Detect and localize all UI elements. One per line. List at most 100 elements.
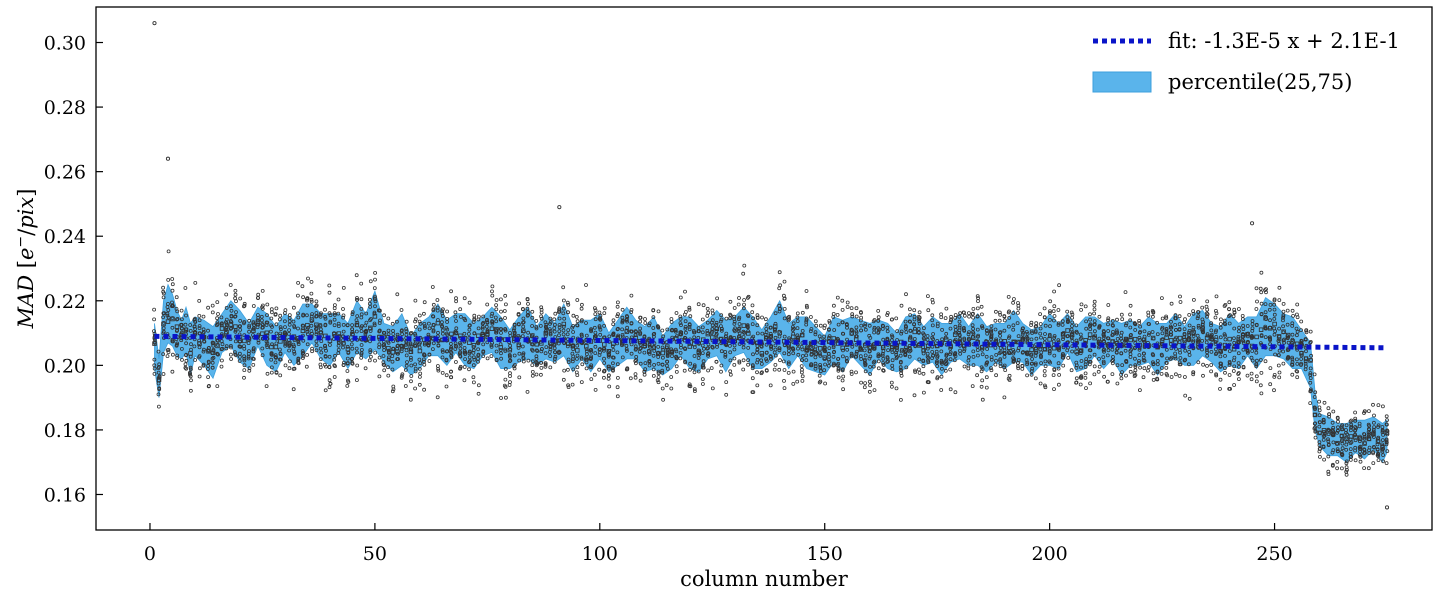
scatter-point bbox=[1174, 372, 1178, 377]
scatter-point bbox=[813, 361, 818, 366]
scatter-point bbox=[286, 331, 291, 336]
y-axis-label-sep: / bbox=[14, 228, 38, 236]
scatter-point bbox=[224, 292, 229, 297]
scatter-point bbox=[593, 308, 598, 313]
scatter-point bbox=[953, 354, 958, 359]
scatter-point bbox=[1336, 425, 1340, 430]
scatter-point bbox=[1138, 388, 1142, 393]
scatter-point bbox=[1367, 431, 1372, 436]
scatter-point bbox=[813, 364, 818, 369]
scatter-point bbox=[561, 377, 566, 382]
scatter-point bbox=[539, 360, 543, 365]
scatter-point bbox=[904, 330, 909, 335]
scatter-point bbox=[413, 324, 418, 329]
scatter-point bbox=[530, 347, 534, 352]
scatter-point bbox=[1344, 469, 1349, 474]
scatter-point bbox=[755, 383, 760, 388]
scatter-point bbox=[1294, 369, 1299, 373]
scatter-point bbox=[1214, 328, 1218, 333]
scatter-point bbox=[481, 354, 486, 359]
scatter-point bbox=[1303, 337, 1308, 342]
scatter-point bbox=[741, 335, 746, 339]
median-marker bbox=[1074, 349, 1079, 355]
scatter-point bbox=[430, 347, 435, 352]
scatter-point bbox=[1268, 342, 1272, 347]
scatter-point bbox=[948, 367, 953, 372]
legend-fit-label: fit: -1.3E-5 x + 2.1E-1 bbox=[1168, 29, 1400, 53]
scatter-point bbox=[1196, 310, 1201, 315]
scatter-point bbox=[439, 320, 444, 325]
scatter-point bbox=[1150, 330, 1155, 334]
scatter-point bbox=[1052, 318, 1056, 323]
scatter-point bbox=[247, 318, 252, 323]
scatter-point bbox=[895, 329, 900, 334]
scatter-point bbox=[980, 378, 985, 383]
scatter-point bbox=[1141, 358, 1146, 363]
median-marker bbox=[799, 332, 805, 338]
scatter-point bbox=[791, 325, 795, 329]
scatter-point bbox=[1060, 322, 1065, 327]
scatter-point bbox=[1074, 380, 1079, 385]
scatter-point bbox=[440, 324, 445, 329]
scatter-point bbox=[1308, 380, 1313, 385]
scatter-point bbox=[643, 321, 648, 325]
scatter-point bbox=[656, 309, 661, 314]
scatter-point bbox=[1236, 361, 1241, 366]
scatter-point bbox=[678, 356, 683, 361]
scatter-point bbox=[795, 311, 800, 316]
scatter-point bbox=[184, 313, 188, 318]
scatter-point bbox=[1182, 358, 1187, 363]
scatter-point bbox=[1039, 355, 1043, 360]
scatter-point bbox=[660, 386, 665, 391]
scatter-point bbox=[382, 368, 387, 373]
scatter-point bbox=[1147, 322, 1151, 327]
scatter-point bbox=[1272, 312, 1277, 317]
scatter-point bbox=[822, 334, 826, 339]
scatter-point bbox=[382, 313, 387, 318]
scatter-point bbox=[1249, 355, 1254, 360]
median-marker bbox=[476, 333, 481, 339]
scatter-point bbox=[984, 362, 989, 367]
scatter-point bbox=[1138, 329, 1143, 334]
scatter-point bbox=[1039, 354, 1043, 358]
y-axis-label-e: e bbox=[14, 248, 38, 260]
median-marker bbox=[210, 350, 216, 355]
median-marker bbox=[674, 336, 679, 341]
scatter-point bbox=[314, 304, 318, 309]
scatter-point bbox=[1209, 369, 1213, 374]
scatter-point bbox=[979, 365, 984, 370]
scatter-point bbox=[1232, 383, 1236, 387]
scatter-point bbox=[1056, 308, 1061, 312]
median-marker bbox=[660, 350, 666, 356]
scatter-point bbox=[633, 375, 638, 380]
scatter-point bbox=[1254, 362, 1259, 367]
scatter-point bbox=[403, 384, 408, 388]
scatter-point bbox=[628, 376, 633, 381]
scatter-point bbox=[273, 312, 278, 316]
scatter-point bbox=[300, 349, 305, 354]
scatter-point bbox=[210, 356, 215, 361]
scatter-point bbox=[1380, 449, 1385, 454]
scatter-point bbox=[975, 306, 980, 311]
scatter-point bbox=[949, 318, 953, 323]
scatter-point bbox=[696, 369, 701, 374]
y-tick-label: 0.24 bbox=[44, 226, 86, 248]
scatter-point bbox=[705, 352, 710, 357]
scatter-point bbox=[368, 350, 373, 355]
scatter-point bbox=[1272, 307, 1277, 312]
scatter-point bbox=[161, 315, 166, 320]
scatter-point bbox=[638, 331, 643, 336]
scatter-point bbox=[984, 385, 989, 390]
scatter-point bbox=[210, 360, 215, 365]
scatter-point bbox=[1114, 331, 1119, 336]
scatter-point bbox=[1209, 323, 1213, 328]
scatter-point bbox=[1029, 372, 1034, 377]
median-marker bbox=[1281, 329, 1286, 334]
median-marker bbox=[687, 344, 693, 349]
scatter-point bbox=[219, 315, 224, 320]
scatter-point bbox=[274, 322, 279, 327]
scatter-point bbox=[255, 313, 260, 317]
scatter-point bbox=[795, 319, 800, 324]
scatter-point bbox=[1047, 349, 1052, 354]
scatter-point bbox=[1290, 332, 1295, 337]
